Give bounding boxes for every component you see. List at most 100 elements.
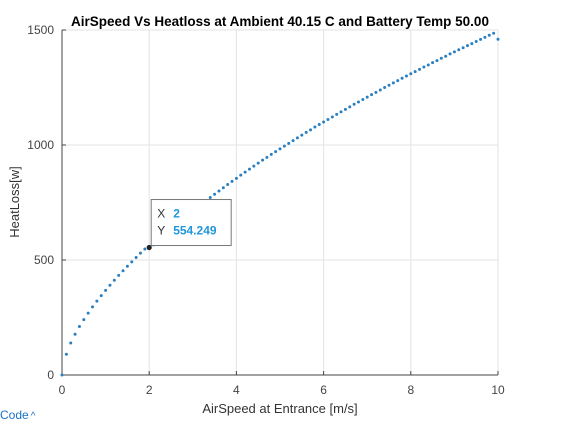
y-tick-label: 1000	[27, 138, 54, 152]
data-point	[104, 288, 108, 292]
data-point	[274, 150, 278, 154]
y-tick-label: 0	[47, 368, 54, 382]
data-point	[143, 247, 147, 251]
data-point	[121, 269, 125, 273]
data-point	[64, 352, 68, 356]
data-point	[256, 161, 260, 165]
chart-title: AirSpeed Vs Heatloss at Ambient 40.15 C …	[71, 14, 489, 29]
datatip-y-label: Y	[157, 224, 165, 238]
data-point	[69, 341, 73, 345]
data-point	[448, 52, 452, 56]
grid-lines	[61, 29, 499, 376]
data-point	[295, 136, 299, 140]
data-point	[396, 79, 400, 83]
data-point	[300, 133, 304, 137]
data-point	[413, 70, 417, 74]
data-point	[278, 147, 282, 151]
data-point	[309, 128, 313, 132]
data-point	[335, 112, 339, 116]
y-axis-ticks: 0 500 1000 1500	[27, 23, 66, 382]
data-point	[435, 59, 439, 63]
data-point	[361, 97, 365, 101]
data-point	[352, 102, 356, 106]
data-point	[409, 72, 413, 76]
datatip-y-value: 554.249	[173, 224, 217, 238]
y-tick-label: 500	[34, 253, 54, 267]
data-point	[479, 37, 483, 41]
data-point	[391, 81, 395, 85]
data-point	[138, 251, 142, 255]
data-point	[230, 179, 234, 183]
data-point	[422, 65, 426, 69]
data-point	[208, 195, 212, 199]
data-point	[125, 264, 129, 268]
data-point	[239, 173, 243, 177]
plot-frame	[61, 30, 498, 376]
data-point	[282, 144, 286, 148]
chevron-up-icon: ^	[30, 411, 36, 422]
data-point	[252, 164, 256, 168]
data-point	[483, 35, 487, 39]
data-point	[378, 88, 382, 92]
data-point	[317, 123, 321, 127]
code-link-label: Code	[0, 408, 29, 422]
x-tick-label: 8	[407, 383, 414, 397]
data-point	[261, 158, 265, 162]
data-point	[287, 141, 291, 145]
data-point	[86, 311, 90, 315]
datatip-marker	[146, 244, 152, 251]
data-series	[60, 31, 500, 377]
code-toggle-link[interactable]: Code ^	[0, 408, 35, 422]
datatip[interactable]: X 2 Y 554.249	[146, 199, 232, 251]
x-axis-label: AirSpeed at Entrance [m/s]	[202, 401, 357, 416]
data-point	[247, 167, 251, 171]
data-point	[439, 56, 443, 60]
data-point	[221, 186, 225, 190]
data-point	[304, 130, 308, 134]
data-point	[365, 95, 369, 99]
data-point	[400, 76, 404, 80]
data-point	[95, 299, 99, 303]
data-point	[487, 33, 491, 37]
data-point	[370, 93, 374, 97]
data-point	[496, 37, 500, 41]
data-point	[418, 67, 422, 71]
x-tick-label: 0	[59, 383, 66, 397]
x-axis-ticks: 0 2 4 6 8 10	[59, 371, 505, 397]
data-point	[426, 63, 430, 67]
data-point	[313, 125, 317, 129]
data-point	[291, 139, 295, 143]
data-point	[108, 283, 112, 287]
data-point	[99, 294, 103, 298]
data-point	[82, 318, 86, 322]
data-point	[91, 305, 95, 309]
data-point	[339, 110, 343, 114]
x-tick-label: 10	[491, 383, 505, 397]
x-tick-label: 2	[146, 383, 153, 397]
data-point	[112, 278, 116, 282]
data-point	[348, 105, 352, 109]
data-point	[213, 192, 217, 196]
datatip-x-value: 2	[173, 207, 180, 221]
data-point	[265, 155, 269, 159]
data-point	[243, 170, 247, 174]
x-tick-label: 6	[320, 383, 327, 397]
x-tick-label: 4	[233, 383, 240, 397]
data-point	[470, 42, 474, 46]
data-point	[134, 255, 138, 259]
y-tick-label: 1500	[27, 23, 54, 37]
data-point	[465, 44, 469, 48]
data-point	[457, 48, 461, 52]
data-point	[60, 373, 64, 377]
datatip-x-label: X	[157, 207, 165, 221]
data-point	[404, 74, 408, 78]
data-point	[77, 324, 81, 328]
data-point	[356, 100, 360, 104]
data-point	[117, 273, 121, 277]
data-point	[73, 332, 77, 336]
data-point	[217, 189, 221, 193]
data-point	[474, 40, 478, 43]
data-point	[322, 120, 326, 124]
data-point	[431, 61, 435, 65]
data-point	[374, 90, 378, 94]
